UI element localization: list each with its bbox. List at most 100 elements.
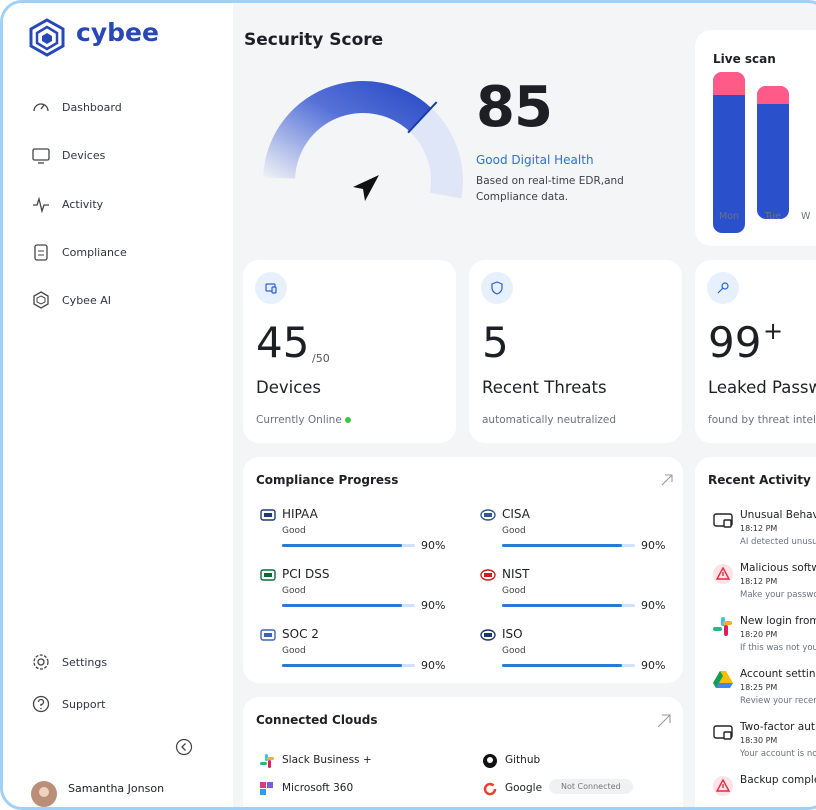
card-title: Connected Clouds <box>256 713 378 727</box>
standard-status: Good <box>502 526 526 536</box>
nav-item[interactable]: Dashboard <box>62 101 122 114</box>
standard-status: Good <box>282 646 306 656</box>
activity-icon <box>713 564 733 584</box>
compliance-logo <box>260 569 276 581</box>
icon-shape <box>491 281 503 295</box>
icon-shape <box>260 782 266 788</box>
expand-icon <box>661 474 673 486</box>
icon-shape <box>264 573 272 577</box>
day-label: Tue <box>764 211 782 222</box>
icon-shape <box>407 101 438 134</box>
icon-shape <box>181 743 186 751</box>
stat-card: 99+ Leaked Passw found by threat intellig <box>695 260 816 443</box>
icon-shape <box>480 509 496 521</box>
stat-note: Currently Online <box>256 414 342 426</box>
activity-time: 18:12 PM <box>740 577 778 586</box>
score-description: Based on real-time EDR,and Compliance da… <box>476 175 624 203</box>
icon-shape <box>353 175 379 201</box>
nav-icon <box>33 291 49 309</box>
compliance-logo <box>260 509 276 521</box>
scan-bar-alert <box>713 72 745 95</box>
stat-suffix: + <box>763 317 784 345</box>
icon-shape <box>487 757 493 763</box>
activity-title: Malicious softw <box>740 562 816 574</box>
icon-shape <box>42 33 52 44</box>
standard-status: Good <box>502 586 526 596</box>
icon-shape <box>484 573 492 577</box>
icon-shape <box>713 513 733 527</box>
nav-item[interactable]: Devices <box>62 149 106 162</box>
icon-shape <box>267 757 274 760</box>
icon-shape <box>265 283 277 294</box>
icon-shape <box>260 789 266 795</box>
icon-shape <box>481 272 513 304</box>
icon-shape <box>34 244 48 261</box>
score-status: Good Digital Health <box>476 153 594 167</box>
stat-note: found by threat intellig <box>708 414 816 426</box>
scan-bar <box>757 86 789 219</box>
icon-shape <box>37 698 45 706</box>
icon-shape <box>484 513 492 517</box>
icon-shape <box>39 787 49 797</box>
icon-shape <box>409 107 463 199</box>
card-title: Compliance Progress <box>256 473 399 487</box>
activity-description: Your account is no <box>740 749 816 759</box>
nav-item[interactable]: Settings <box>62 656 108 669</box>
standard-status: Good <box>502 646 526 656</box>
nav-item[interactable]: Activity <box>62 198 104 211</box>
nav-item[interactable]: Cybee AI <box>62 294 111 307</box>
icon-shape <box>175 738 193 756</box>
icon-shape <box>260 509 276 521</box>
clouds-card: Connected Clouds Slack Business + Github Mi… <box>243 697 683 807</box>
nav-item[interactable]: Support <box>62 698 106 711</box>
progress-label: 90% <box>421 659 446 672</box>
compliance-logo <box>480 569 496 581</box>
icon-shape <box>484 633 492 637</box>
activity-title: Unusual Behavi <box>740 509 816 521</box>
activity-time: 18:20 PM <box>740 630 778 639</box>
cloud-name: Microsoft 360 <box>282 782 354 794</box>
icon-shape <box>661 474 673 486</box>
stat-label: Recent Threats <box>482 378 607 397</box>
icon-shape <box>263 81 432 179</box>
icon-shape <box>37 658 45 666</box>
progress-fill <box>502 664 622 667</box>
online-dot <box>345 417 351 423</box>
cloud-name: Slack Business + <box>282 754 372 766</box>
nav-item[interactable]: Compliance <box>62 246 127 259</box>
scan-bar-alert <box>757 86 789 104</box>
icon-shape <box>33 103 49 112</box>
icon-shape <box>480 629 496 641</box>
icon-shape <box>717 287 724 294</box>
nav-icon <box>33 196 49 214</box>
icon-shape <box>723 731 732 740</box>
icon-shape <box>40 707 42 710</box>
standard-name: ISO <box>502 627 523 641</box>
activity-card: Recent Activity Unusual Behavi 18:12 PM AI … <box>695 457 816 807</box>
card-title: Recent Activity <box>708 473 811 487</box>
icon-shape <box>491 281 503 295</box>
activity-description: If this was not you <box>740 643 816 653</box>
icon-shape <box>35 25 59 51</box>
icon-shape <box>723 519 732 528</box>
gauge <box>263 81 463 201</box>
cloud-name: Google <box>505 782 543 794</box>
cloud-logo <box>260 754 274 768</box>
progress-label: 90% <box>421 599 446 612</box>
icon-shape <box>32 148 50 161</box>
compliance-logo <box>260 629 276 641</box>
cloud-logo <box>483 782 497 796</box>
activity-icon <box>713 671 733 688</box>
compliance-card: Compliance Progress HIPAA Good 90% CISA Good 9… <box>243 457 683 683</box>
icon-shape <box>715 566 731 580</box>
activity-time: 18:12 PM <box>740 524 778 533</box>
connection-badge: Not Connected <box>549 779 633 794</box>
activity-title: Account setting <box>740 668 816 680</box>
progress-label: 90% <box>641 539 666 552</box>
activity-title: Two-factor auth <box>740 721 816 733</box>
activity-title: New login from <box>740 615 816 627</box>
scan-bar <box>713 72 745 233</box>
icon-shape <box>29 18 65 57</box>
